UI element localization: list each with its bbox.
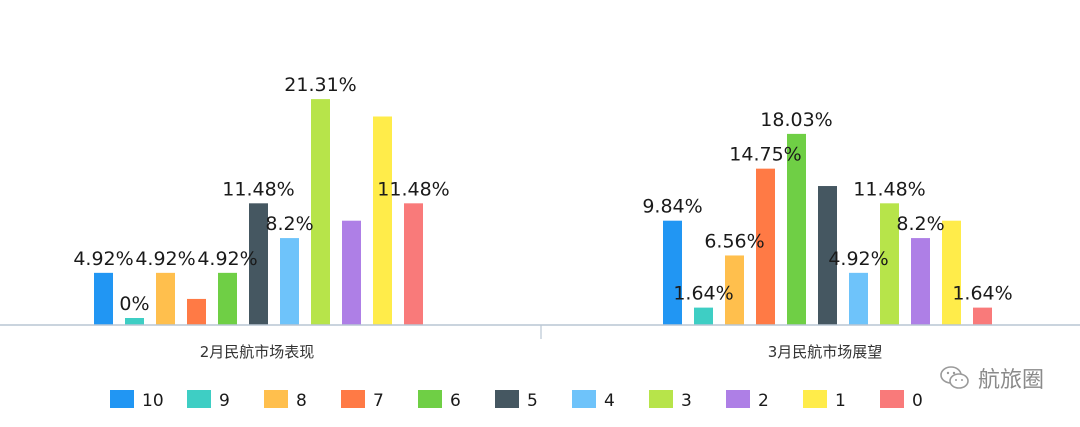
bar-7-group-1 <box>187 298 206 325</box>
bar-2-group-2 <box>911 238 930 325</box>
legend-swatch-0 <box>880 390 904 408</box>
data-label-8-group-2: 6.56% <box>704 230 764 252</box>
bar-8-group-1 <box>156 272 175 325</box>
legend: 10 9 8 7 6 5 4 3 2 1 0 <box>110 390 923 411</box>
legend-label-8: 8 <box>296 391 307 411</box>
data-label-3-group-2: 11.48% <box>853 178 925 200</box>
legend-label-0: 0 <box>912 391 923 411</box>
legend-label-2: 2 <box>758 391 769 411</box>
legend-label-1: 1 <box>835 391 846 411</box>
bar-2-group-1 <box>342 220 361 325</box>
legend-swatch-5 <box>495 390 519 408</box>
legend-swatch-10 <box>110 390 134 408</box>
bar-9-group-1 <box>125 318 144 325</box>
data-label-0-group-1: 11.48% <box>377 178 449 200</box>
data-label-6-group-2: 18.03% <box>760 109 832 131</box>
bar-6-group-1 <box>218 272 237 325</box>
bar-1-group-1 <box>373 116 392 325</box>
legend-swatch-7 <box>341 390 365 408</box>
x-tick-label-2: 3月民航市场展望 <box>768 343 883 361</box>
legend-swatch-9 <box>187 390 211 408</box>
data-label-6-group-1: 4.92% <box>197 248 257 270</box>
data-label-3-group-1: 21.31% <box>284 74 356 96</box>
watermark-text: 航旅圈 <box>977 368 1044 393</box>
bar-9-group-2 <box>694 307 713 325</box>
legend-swatch-8 <box>264 390 288 408</box>
data-label-5-group-1: 11.48% <box>222 178 294 200</box>
legend-label-4: 4 <box>604 391 615 411</box>
bar-10-group-2 <box>663 220 682 325</box>
bar-4-group-1 <box>280 238 299 325</box>
watermark: 航旅圈 <box>940 362 1044 394</box>
data-label-9-group-2: 1.64% <box>673 283 733 305</box>
data-label-9-group-1: 0% <box>119 293 149 315</box>
data-label-0-group-2: 1.64% <box>952 283 1012 305</box>
legend-label-7: 7 <box>373 391 384 411</box>
data-label-4-group-2: 4.92% <box>828 248 888 270</box>
legend-label-6: 6 <box>450 391 461 411</box>
data-label-10-group-2: 9.84% <box>642 196 702 218</box>
data-label-2-group-2: 8.2% <box>896 213 944 235</box>
data-label-7-group-2: 14.75% <box>729 144 801 166</box>
data-label-4-group-1: 8.2% <box>265 213 313 235</box>
bar-5-group-1 <box>249 203 268 325</box>
legend-label-3: 3 <box>681 391 692 411</box>
bar-7-group-2 <box>756 168 775 325</box>
x-axis: 2月民航市场表现 3月民航市场展望 <box>0 324 1080 361</box>
bar-0-group-1 <box>404 203 423 325</box>
legend-label-10: 10 <box>142 391 164 411</box>
data-label-8-group-1: 4.92% <box>135 248 195 270</box>
legend-swatch-1 <box>803 390 827 408</box>
bar-3-group-2 <box>880 203 899 325</box>
wechat-icon <box>940 366 969 389</box>
bar-10-group-1 <box>94 272 113 325</box>
bar-4-group-2 <box>849 272 868 325</box>
data-labels: 4.92%0%4.92% 4.92%11.48%8.2%21.31%11.48%9… <box>73 74 1012 315</box>
legend-swatch-4 <box>572 390 596 408</box>
legend-label-5: 5 <box>527 391 538 411</box>
bar-0-group-2 <box>973 307 992 325</box>
x-tick-label-1: 2月民航市场表现 <box>200 343 315 361</box>
plot-area <box>94 99 992 325</box>
bar-5-group-2 <box>818 186 837 325</box>
legend-label-9: 9 <box>219 391 230 411</box>
bar-6-group-2 <box>787 133 806 325</box>
bar-3-group-1 <box>311 99 330 325</box>
legend-swatch-6 <box>418 390 442 408</box>
data-label-10-group-1: 4.92% <box>73 248 133 270</box>
legend-swatch-3 <box>649 390 673 408</box>
bar-1-group-2 <box>942 220 961 325</box>
bar-8-group-2 <box>725 255 744 325</box>
legend-swatch-2 <box>726 390 750 408</box>
